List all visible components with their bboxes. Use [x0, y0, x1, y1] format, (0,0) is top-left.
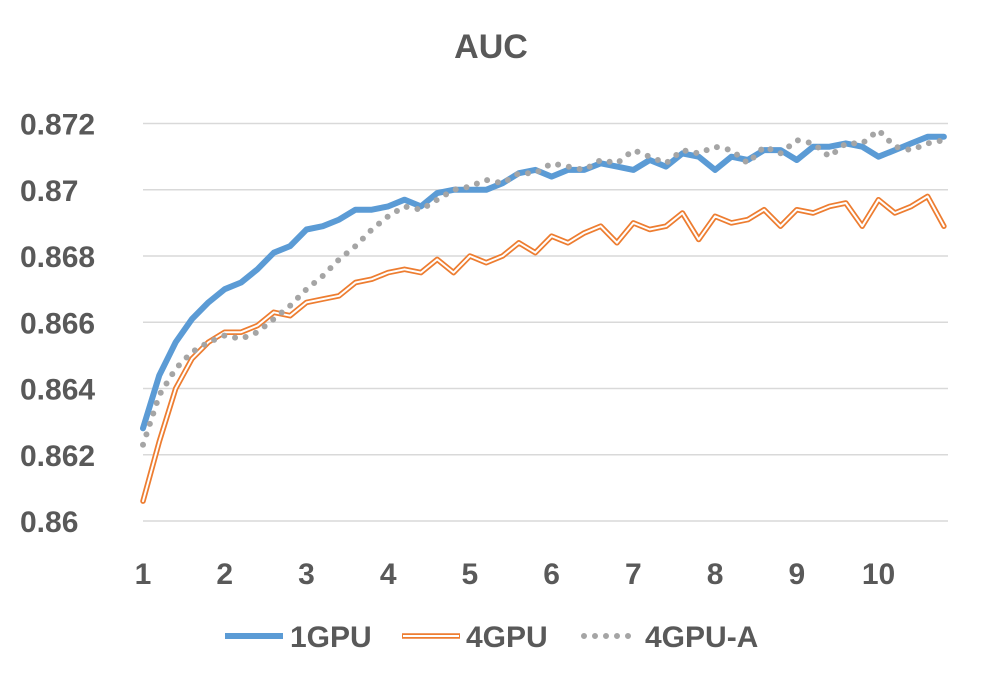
x-tick-label: 6 [543, 558, 560, 591]
y-tick-label: 0.862 [20, 440, 95, 473]
y-tick-label: 0.864 [20, 374, 95, 407]
legend-label: 4GPU-A [645, 621, 758, 654]
legend-label: 4GPU [466, 621, 548, 654]
x-tick-label: 3 [298, 558, 315, 591]
series-line-4gpu-a [140, 127, 947, 448]
legend-label: 1GPU [290, 621, 372, 654]
series-inner-4gpu [142, 195, 945, 503]
legend: 1GPU 4GPU 4GPU-A [225, 621, 758, 654]
grid-layer [143, 122, 948, 522]
legend-item-4gpu: 4GPU [402, 621, 548, 654]
x-tick-label: 7 [625, 558, 642, 591]
y-tick-label: 0.87 [20, 175, 78, 208]
x-axis-ticks: 1 2 3 4 5 6 7 8 9 10 [135, 558, 896, 591]
legend-item-4gpu-a: 4GPU-A [581, 621, 758, 654]
y-tick-label: 0.872 [20, 109, 95, 142]
x-tick-label: 5 [462, 558, 479, 591]
y-tick-label: 0.868 [20, 241, 95, 274]
y-axis-ticks: 0.86 0.862 0.864 0.866 0.868 0.87 0.872 [20, 109, 95, 539]
y-tick-label: 0.86 [20, 506, 78, 539]
series-line-4gpu [140, 193, 947, 504]
legend-item-1gpu: 1GPU [225, 621, 372, 654]
x-tick-label: 9 [788, 558, 805, 591]
series-layer [140, 127, 947, 504]
x-tick-label: 8 [707, 558, 724, 591]
series-line-1gpu [140, 133, 947, 432]
x-tick-label: 1 [135, 558, 152, 591]
x-tick-label: 10 [862, 558, 895, 591]
chart-title: AUC [454, 28, 528, 66]
y-tick-label: 0.866 [20, 307, 95, 340]
x-tick-label: 2 [216, 558, 233, 591]
x-tick-label: 4 [380, 558, 397, 591]
